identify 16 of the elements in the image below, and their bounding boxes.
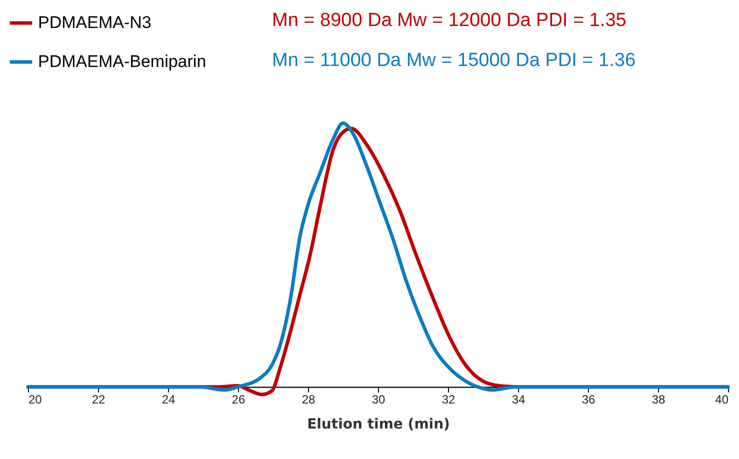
x-tick-label: 20: [28, 392, 42, 406]
x-tick-label: 28: [302, 392, 316, 406]
x-tick-label: 36: [582, 392, 596, 406]
x-tick-label: 24: [162, 392, 176, 406]
legend-label: PDMAEMA-Bemiparin: [38, 52, 206, 71]
x-tick-label: 34: [512, 392, 526, 406]
x-axis-title: Elution time (min): [307, 416, 450, 432]
x-tick-label: 30: [372, 392, 386, 406]
text: Mn = 11000 Da Mw = 15000 Da PDI = 1.36: [272, 50, 636, 72]
x-tick-label: 26: [232, 392, 246, 406]
x-tick-label: 22: [92, 392, 106, 406]
legend-label: PDMAEMA-N3: [38, 13, 152, 32]
x-tick-label: 38: [652, 392, 666, 406]
x-tick-label: 32: [442, 392, 456, 406]
x-tick-label: 40: [715, 392, 729, 406]
text: Mn = 8900 Da Mw = 12000 Da PDI = 1.35: [272, 10, 626, 32]
